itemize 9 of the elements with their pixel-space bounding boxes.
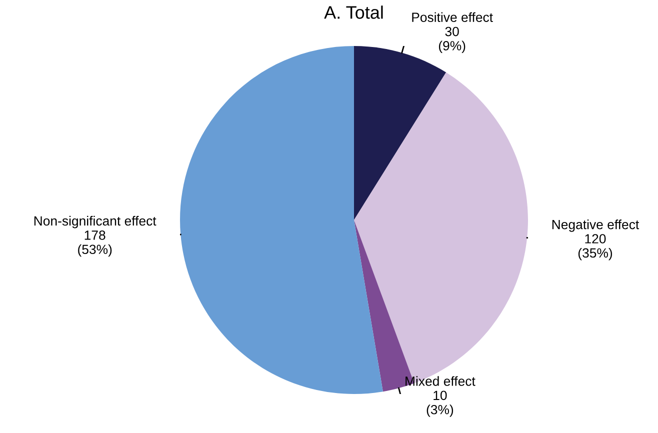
data-label: 120 (35%) xyxy=(578,234,612,260)
data-label: 10 (3%) xyxy=(426,390,454,417)
slice-label: Non-significant effect xyxy=(34,216,156,228)
data-label: 178 (53%) xyxy=(78,230,112,257)
slice-label: Negative effect xyxy=(552,220,640,232)
slice-label: Positive effect xyxy=(412,12,493,22)
data-label: 30 (9%) xyxy=(438,26,466,54)
chart-title: A. Total xyxy=(324,6,383,19)
pie-slice xyxy=(180,46,383,394)
